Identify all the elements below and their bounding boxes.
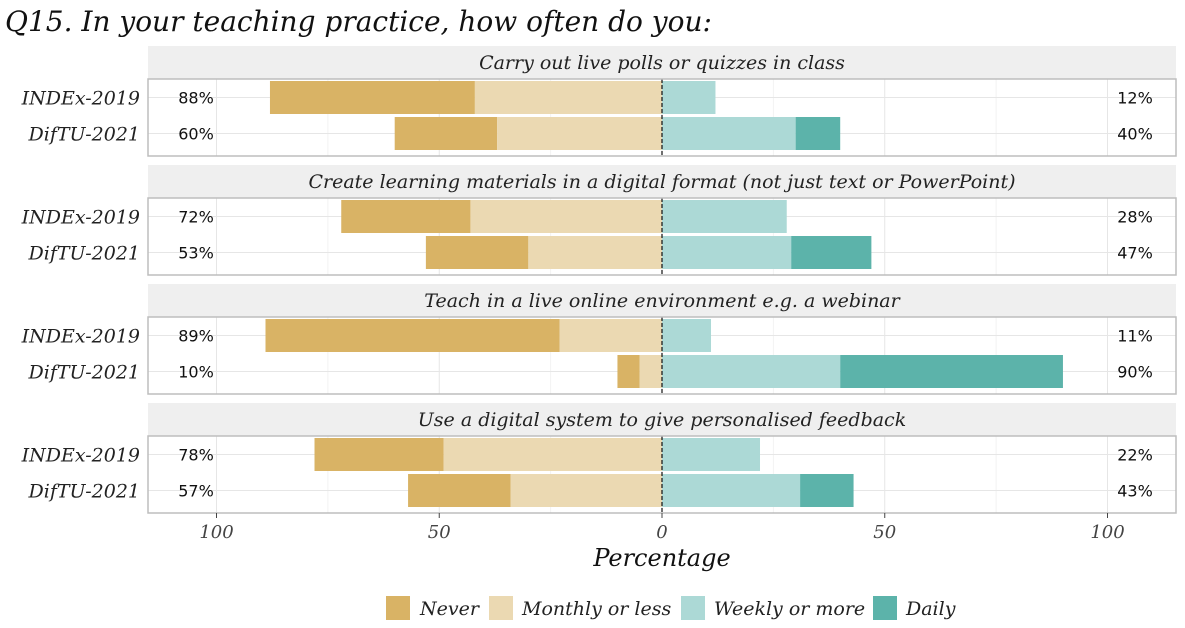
legend-swatch [873, 596, 897, 620]
bar-monthly-or-less [443, 438, 662, 471]
bar-weekly-or-more [662, 81, 716, 114]
left-percent-label: 10% [178, 363, 214, 382]
bar-weekly-or-more [662, 117, 796, 150]
bar-weekly-or-more [662, 355, 841, 388]
panel-title: Teach in a live online environment e.g. … [424, 290, 901, 312]
bar-monthly-or-less [470, 200, 662, 233]
panel-strip [148, 284, 1176, 317]
bar-monthly-or-less [510, 474, 662, 507]
right-percent-label: 47% [1117, 244, 1153, 263]
left-percent-label: 53% [178, 244, 214, 263]
row-label: DifTU-2021 [28, 481, 140, 503]
right-percent-label: 11% [1117, 327, 1153, 346]
panel-border [147, 78, 1177, 157]
left-percent-label: 60% [178, 125, 214, 144]
bar-monthly-or-less [474, 81, 662, 114]
bar-never [314, 438, 444, 471]
bar-weekly-or-more [662, 236, 792, 269]
left-percent-label: 88% [178, 89, 214, 108]
panel-title: Carry out live polls or quizzes in class [479, 52, 845, 74]
x-axis-title: Percentage [592, 544, 730, 572]
legend-swatch [386, 596, 410, 620]
row-label: DifTU-2021 [28, 243, 140, 265]
right-percent-label: 90% [1117, 363, 1153, 382]
left-percent-label: 78% [178, 446, 214, 465]
row-label: INDEx-2019 [21, 445, 140, 467]
panel-border [147, 197, 1177, 276]
bar-monthly-or-less [528, 236, 662, 269]
legend-label: Daily [905, 598, 956, 620]
row-label: DifTU-2021 [28, 124, 140, 146]
x-tick-label: 100 [1090, 522, 1124, 543]
bar-monthly-or-less [497, 117, 662, 150]
bar-daily [795, 117, 841, 150]
panel-title: Create learning materials in a digital f… [308, 171, 1015, 193]
left-percent-label: 89% [178, 327, 214, 346]
right-percent-label: 40% [1117, 125, 1153, 144]
bar-never [341, 200, 471, 233]
x-tick-label: 0 [656, 522, 667, 543]
row-label: DifTU-2021 [28, 362, 140, 384]
row-label: INDEx-2019 [21, 207, 140, 229]
legend-swatch [681, 596, 705, 620]
panel-strip [148, 165, 1176, 198]
row-label: INDEx-2019 [21, 88, 140, 110]
bar-monthly-or-less [639, 355, 662, 388]
left-percent-label: 57% [178, 482, 214, 501]
panel-strip [148, 46, 1176, 79]
legend-label: Never [419, 598, 481, 620]
legend-label: Monthly or less [521, 598, 671, 620]
x-tick-label: 50 [428, 522, 451, 543]
right-percent-label: 43% [1117, 482, 1153, 501]
bar-daily [840, 355, 1063, 388]
bar-never [425, 236, 529, 269]
legend-label: Weekly or more [714, 598, 865, 620]
x-tick-label: 50 [873, 522, 896, 543]
bar-daily [800, 474, 854, 507]
bar-daily [791, 236, 872, 269]
bar-monthly-or-less [559, 319, 662, 352]
panel-strip [148, 403, 1176, 436]
legend-swatch [489, 596, 513, 620]
panel-border [147, 316, 1177, 395]
bar-never [617, 355, 640, 388]
bar-weekly-or-more [662, 438, 761, 471]
bar-never [269, 81, 475, 114]
right-percent-label: 22% [1117, 446, 1153, 465]
right-percent-label: 12% [1117, 89, 1153, 108]
x-tick-label: 100 [199, 522, 233, 543]
bar-never [265, 319, 560, 352]
row-label: INDEx-2019 [21, 326, 140, 348]
bar-weekly-or-more [662, 474, 801, 507]
left-percent-label: 72% [178, 208, 214, 227]
chart-title: Q15. In your teaching practice, how ofte… [5, 5, 712, 38]
bar-weekly-or-more [662, 200, 787, 233]
right-percent-label: 28% [1117, 208, 1153, 227]
bar-weekly-or-more [662, 319, 712, 352]
bar-never [408, 474, 511, 507]
bar-never [394, 117, 498, 150]
panel-title: Use a digital system to give personalise… [418, 409, 906, 431]
